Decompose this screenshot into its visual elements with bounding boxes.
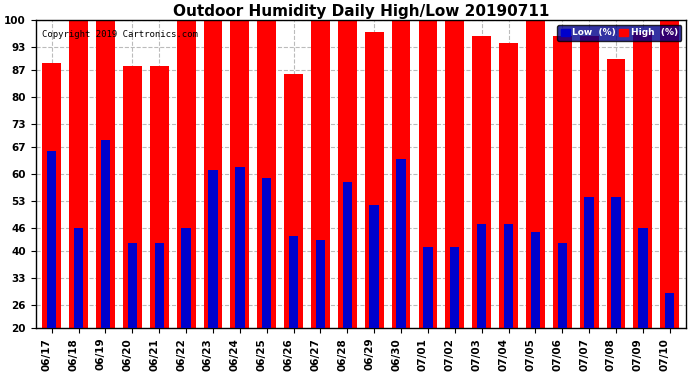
Bar bbox=[611, 197, 621, 328]
Bar bbox=[155, 243, 164, 328]
Bar bbox=[208, 170, 217, 328]
Bar bbox=[289, 236, 298, 328]
Bar bbox=[204, 20, 222, 328]
Bar bbox=[123, 66, 141, 328]
Bar bbox=[230, 20, 249, 328]
Bar bbox=[392, 20, 411, 328]
Bar bbox=[504, 224, 513, 328]
Bar bbox=[660, 20, 679, 328]
Bar bbox=[343, 182, 352, 328]
Bar bbox=[69, 20, 88, 328]
Bar bbox=[553, 36, 571, 328]
Bar bbox=[665, 294, 674, 328]
Bar bbox=[177, 20, 195, 328]
Bar bbox=[477, 224, 486, 328]
Bar bbox=[607, 59, 625, 328]
Bar bbox=[450, 248, 460, 328]
Bar bbox=[396, 159, 406, 328]
Bar bbox=[101, 140, 110, 328]
Title: Outdoor Humidity Daily High/Low 20190711: Outdoor Humidity Daily High/Low 20190711 bbox=[172, 4, 549, 19]
Bar bbox=[74, 228, 83, 328]
Bar bbox=[96, 20, 115, 328]
Bar bbox=[445, 20, 464, 328]
Bar bbox=[47, 151, 57, 328]
Bar bbox=[311, 20, 330, 328]
Bar bbox=[338, 20, 357, 328]
Bar bbox=[369, 205, 379, 328]
Bar bbox=[235, 166, 244, 328]
Bar bbox=[257, 20, 276, 328]
Bar bbox=[128, 243, 137, 328]
Bar bbox=[580, 36, 598, 328]
Bar bbox=[558, 243, 567, 328]
Bar bbox=[419, 20, 437, 328]
Bar bbox=[284, 74, 303, 328]
Bar bbox=[472, 36, 491, 328]
Bar bbox=[633, 32, 652, 328]
Bar bbox=[262, 178, 271, 328]
Bar bbox=[365, 32, 384, 328]
Bar bbox=[638, 228, 647, 328]
Bar bbox=[150, 66, 168, 328]
Bar bbox=[181, 228, 191, 328]
Bar bbox=[499, 44, 518, 328]
Bar bbox=[584, 197, 594, 328]
Legend: Low  (%), High  (%): Low (%), High (%) bbox=[557, 25, 681, 41]
Bar bbox=[423, 248, 433, 328]
Bar bbox=[42, 63, 61, 328]
Bar bbox=[316, 240, 325, 328]
Text: Copyright 2019 Cartronics.com: Copyright 2019 Cartronics.com bbox=[42, 30, 198, 39]
Bar bbox=[526, 20, 545, 328]
Bar bbox=[531, 232, 540, 328]
